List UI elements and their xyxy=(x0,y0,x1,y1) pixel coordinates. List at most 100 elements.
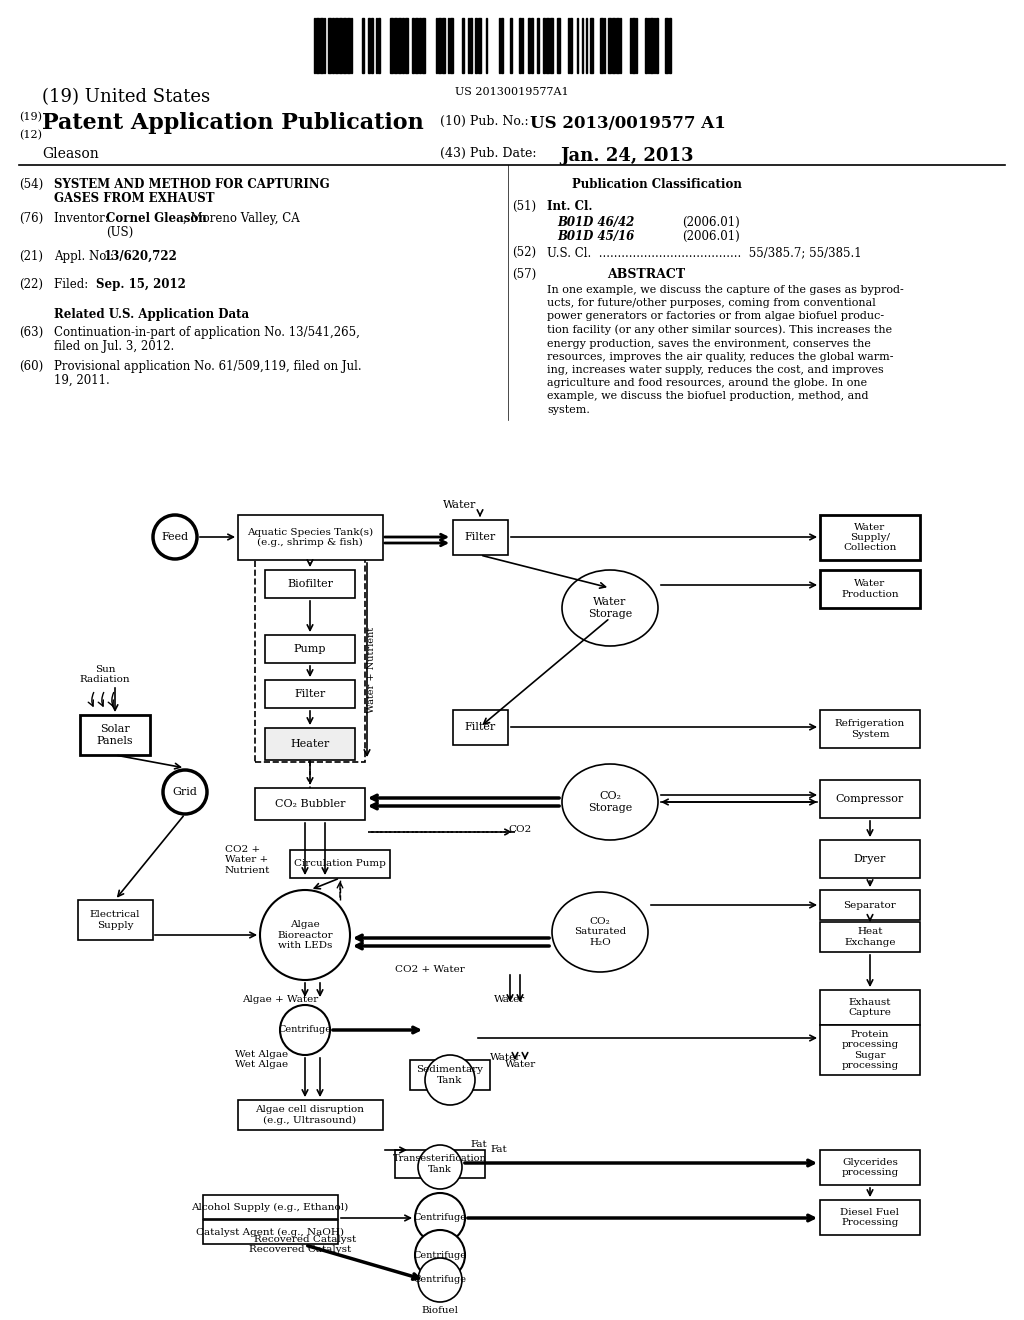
Bar xyxy=(820,515,920,560)
Bar xyxy=(419,18,421,73)
Text: Biofilter: Biofilter xyxy=(287,579,333,589)
Text: (76): (76) xyxy=(19,213,43,224)
Text: Fat: Fat xyxy=(490,1144,507,1154)
Bar xyxy=(557,18,560,73)
Text: Protein
processing
Sugar
processing: Protein processing Sugar processing xyxy=(842,1030,899,1071)
Text: Gleason: Gleason xyxy=(42,147,98,161)
Text: Transesterification
Tank: Transesterification Tank xyxy=(393,1154,486,1173)
Bar xyxy=(410,1060,490,1090)
Bar xyxy=(546,18,549,73)
Text: (54): (54) xyxy=(19,178,43,191)
Text: SYSTEM AND METHOD FOR CAPTURING: SYSTEM AND METHOD FOR CAPTURING xyxy=(54,178,330,191)
Bar xyxy=(550,18,553,73)
Bar xyxy=(590,18,593,73)
Text: (US): (US) xyxy=(106,226,133,239)
Circle shape xyxy=(280,1005,330,1055)
Bar xyxy=(255,554,365,762)
Bar xyxy=(290,850,390,878)
Text: Water: Water xyxy=(495,995,525,1005)
Bar xyxy=(820,840,920,878)
Bar xyxy=(665,18,668,73)
Text: Grid: Grid xyxy=(173,787,198,797)
Text: Cornel Gleason: Cornel Gleason xyxy=(106,213,207,224)
Text: Related U.S. Application Data: Related U.S. Application Data xyxy=(54,308,249,321)
Text: Fat: Fat xyxy=(470,1140,486,1148)
Text: CO₂ Bubbler: CO₂ Bubbler xyxy=(274,799,345,809)
Bar xyxy=(402,18,404,73)
Bar xyxy=(543,18,545,73)
Text: In one example, we discuss the capture of the gases as byprod-
ucts, for future/: In one example, we discuss the capture o… xyxy=(547,285,904,414)
Bar xyxy=(820,1200,920,1236)
Bar xyxy=(395,1150,485,1177)
Text: Feed: Feed xyxy=(162,532,188,543)
Text: CO₂
Saturated
H₂O: CO₂ Saturated H₂O xyxy=(573,917,626,946)
Bar xyxy=(265,729,355,760)
Circle shape xyxy=(418,1258,462,1302)
Text: Water
Storage: Water Storage xyxy=(588,597,632,619)
Text: Centrifuge: Centrifuge xyxy=(279,1026,332,1035)
Text: CO2 + Water: CO2 + Water xyxy=(395,965,465,974)
Bar xyxy=(475,18,477,73)
Bar xyxy=(203,1220,338,1243)
Bar xyxy=(531,18,534,73)
Text: Int. Cl.: Int. Cl. xyxy=(547,201,593,213)
Text: Filed:: Filed: xyxy=(54,279,115,290)
Text: U.S. Cl.  ......................................  55/385.7; 55/385.1: U.S. Cl. ...............................… xyxy=(547,246,861,259)
Text: Sun
Radiation: Sun Radiation xyxy=(80,665,130,684)
Text: B01D 46/42: B01D 46/42 xyxy=(557,216,634,228)
Text: Water
Supply/
Collection: Water Supply/ Collection xyxy=(844,523,897,552)
Bar xyxy=(371,18,373,73)
Bar xyxy=(656,18,658,73)
Bar xyxy=(265,635,355,663)
Text: Exhaust
Capture: Exhaust Capture xyxy=(849,998,892,1018)
Text: GASES FROM EXHAUST: GASES FROM EXHAUST xyxy=(54,191,214,205)
Bar xyxy=(669,18,671,73)
Text: (2006.01): (2006.01) xyxy=(682,230,739,243)
Bar xyxy=(453,520,508,554)
Text: CO2 +
Water +
Nutrient: CO2 + Water + Nutrient xyxy=(225,845,270,875)
Bar xyxy=(820,570,920,609)
Text: Water: Water xyxy=(505,1060,537,1069)
Circle shape xyxy=(415,1230,465,1280)
Bar xyxy=(612,18,615,73)
Text: Patent Application Publication: Patent Application Publication xyxy=(42,112,424,135)
Text: US 2013/0019577 A1: US 2013/0019577 A1 xyxy=(530,115,726,132)
Text: Provisional application No. 61/509,119, filed on Jul.: Provisional application No. 61/509,119, … xyxy=(54,360,361,374)
Text: Refrigeration
System: Refrigeration System xyxy=(835,719,905,739)
Text: Sep. 15, 2012: Sep. 15, 2012 xyxy=(96,279,186,290)
Bar xyxy=(820,1026,920,1074)
Text: Recovered Catalyst: Recovered Catalyst xyxy=(254,1236,356,1243)
Bar xyxy=(362,18,364,73)
Bar xyxy=(422,18,425,73)
Text: CO2: CO2 xyxy=(508,825,531,834)
Bar xyxy=(820,710,920,748)
Text: Glycerides
processing: Glycerides processing xyxy=(842,1158,899,1177)
Bar xyxy=(519,18,521,73)
Text: (10) Pub. No.:: (10) Pub. No.: xyxy=(440,115,528,128)
Text: Electrical
Supply: Electrical Supply xyxy=(90,911,140,929)
Circle shape xyxy=(163,770,207,814)
Bar xyxy=(820,1150,920,1185)
Bar xyxy=(632,18,635,73)
Ellipse shape xyxy=(562,764,658,840)
Text: Centrifuge: Centrifuge xyxy=(414,1213,467,1222)
Text: Recovered Catalyst: Recovered Catalyst xyxy=(249,1245,351,1254)
Bar xyxy=(368,18,370,73)
Bar xyxy=(332,18,334,73)
Text: Appl. No.:: Appl. No.: xyxy=(54,249,118,263)
Bar xyxy=(335,18,338,73)
Text: Biofuel: Biofuel xyxy=(422,1305,459,1315)
Bar xyxy=(450,18,453,73)
Bar xyxy=(470,18,472,73)
Bar xyxy=(537,18,539,73)
Bar xyxy=(343,18,346,73)
Bar xyxy=(510,18,512,73)
Bar xyxy=(820,890,920,920)
Text: Water: Water xyxy=(443,500,477,510)
Bar xyxy=(378,18,380,73)
Text: Water
Production: Water Production xyxy=(841,579,899,599)
Text: Solar
Panels: Solar Panels xyxy=(96,725,133,746)
Text: Jan. 24, 2013: Jan. 24, 2013 xyxy=(560,147,693,165)
Text: (21): (21) xyxy=(19,249,43,263)
Text: Algae cell disruption
(e.g., Ultrasound): Algae cell disruption (e.g., Ultrasound) xyxy=(256,1105,365,1125)
